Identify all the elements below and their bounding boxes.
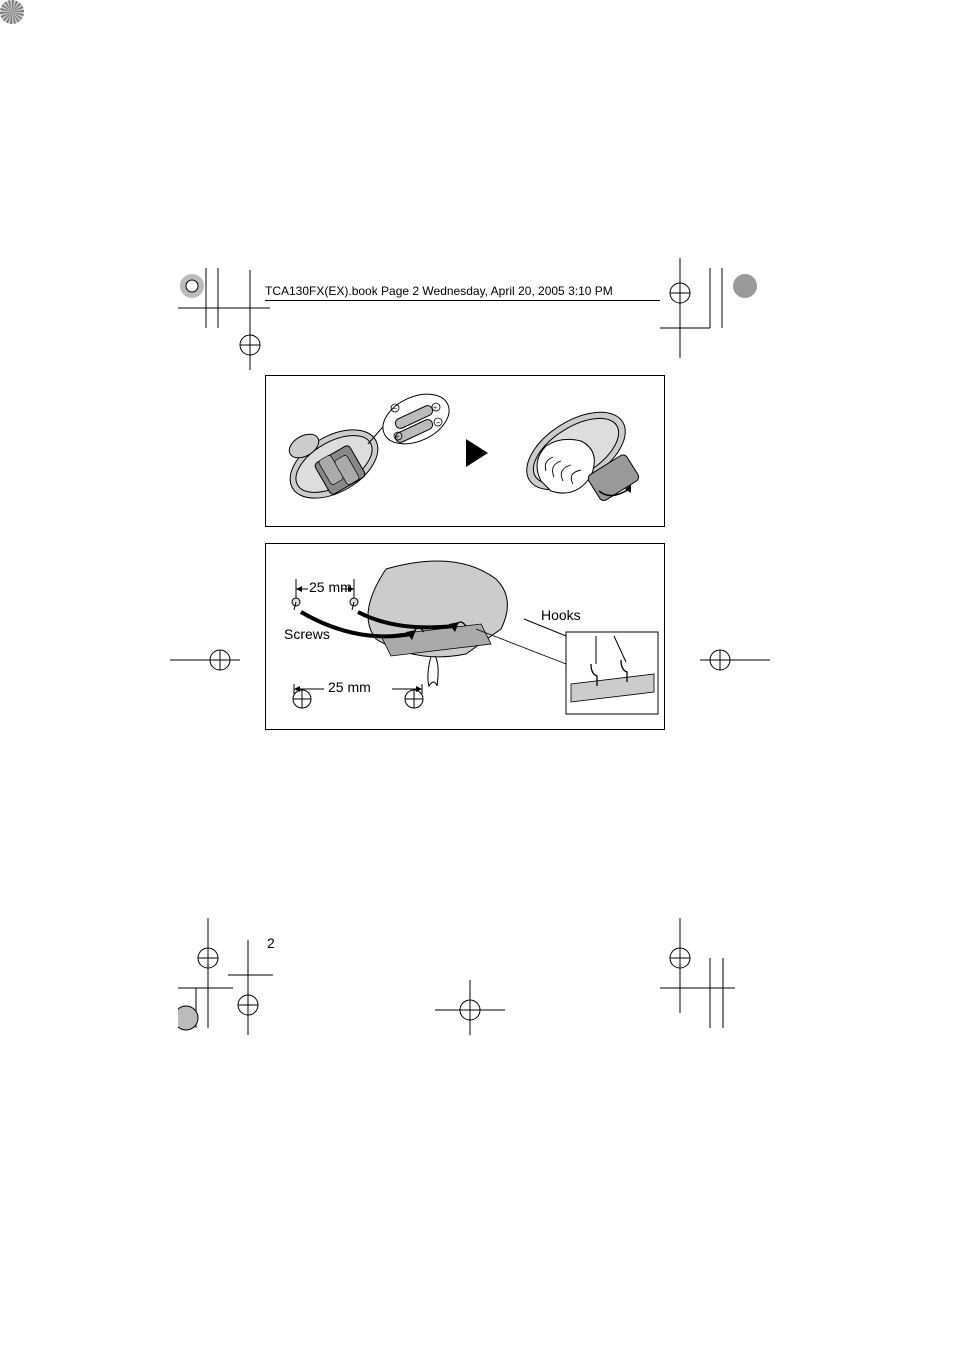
dimension-bottom-label: 25 mm (328, 679, 371, 695)
svg-text:+: + (433, 405, 437, 412)
screws-label: Screws (284, 626, 330, 642)
registration-mark (0, 0, 24, 24)
figure-battery-install: − + + − (265, 375, 665, 527)
page-number: 2 (267, 935, 275, 951)
sequence-arrow-icon (466, 439, 488, 467)
header-text: TCA130FX(EX).book Page 2 Wednesday, Apri… (265, 284, 613, 298)
svg-text:−: − (436, 420, 440, 427)
figure-wall-mount: 25 mm Screws 25 mm Hooks (265, 543, 665, 730)
handset-close-cover-illustration (491, 381, 661, 521)
header-rule (265, 300, 660, 301)
hooks-label: Hooks (541, 607, 581, 623)
handset-open-illustration: − + + − (276, 384, 456, 519)
svg-text:+: + (395, 434, 399, 441)
svg-text:−: − (393, 406, 397, 413)
dimension-top-label: 25 mm (309, 579, 352, 595)
